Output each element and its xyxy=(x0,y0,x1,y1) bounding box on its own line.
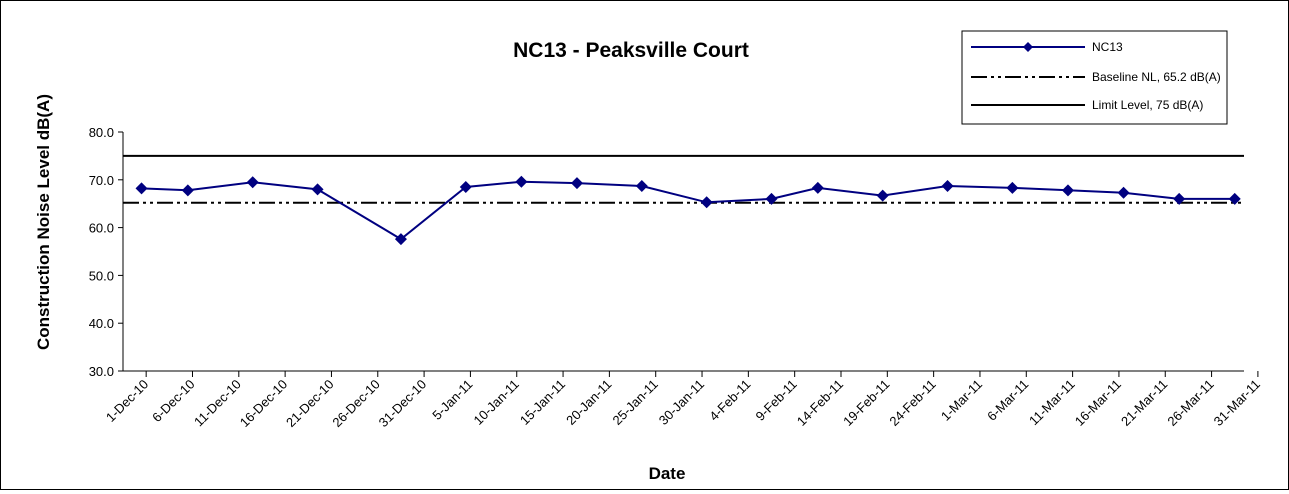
nc13-data-point xyxy=(765,192,778,205)
nc13-data-point xyxy=(515,175,528,188)
nc13-data-point xyxy=(1173,192,1186,205)
x-tick-label: 24-Feb-11 xyxy=(886,377,938,429)
nc13-data-point xyxy=(181,184,194,197)
x-tick-label: 20-Jan-11 xyxy=(563,377,614,428)
y-tick-label: 50.0 xyxy=(89,268,114,283)
x-axis-title: Date xyxy=(649,464,686,483)
nc13-data-point xyxy=(876,189,889,202)
x-tick-label: 11-Mar-11 xyxy=(1026,377,1078,429)
x-tick-label: 31-Dec-10 xyxy=(376,377,430,431)
x-ticks: 1-Dec-106-Dec-1011-Dec-1016-Dec-1021-Dec… xyxy=(103,371,1263,430)
y-tick-label: 30.0 xyxy=(89,364,114,379)
x-tick-label: 25-Jan-11 xyxy=(610,377,661,428)
legend-label-limit: Limit Level, 75 dB(A) xyxy=(1092,98,1203,112)
nc13-data-point xyxy=(394,233,407,246)
x-tick-label: 6-Dec-10 xyxy=(149,377,197,425)
chart-title: NC13 - Peaksville Court xyxy=(513,39,749,62)
nc13-data-point xyxy=(570,177,583,190)
nc13-data-point xyxy=(1006,181,1019,194)
x-tick-label: 10-Jan-11 xyxy=(471,377,522,428)
y-tick-label: 40.0 xyxy=(89,316,114,331)
nc13-data-point xyxy=(811,181,824,194)
x-tick-label: 14-Feb-11 xyxy=(794,377,846,429)
nc13-data-point xyxy=(135,182,148,195)
legend-label-nc13: NC13 xyxy=(1092,40,1123,54)
x-tick-label: 15-Jan-11 xyxy=(517,377,568,428)
legend-marker-nc13 xyxy=(1023,42,1033,52)
x-tick-label: 16-Mar-11 xyxy=(1072,377,1124,429)
x-tick-label: 21-Mar-11 xyxy=(1118,377,1170,429)
y-tick-label: 70.0 xyxy=(89,173,114,188)
nc13-data-point xyxy=(700,196,713,209)
x-tick-label: 26-Dec-10 xyxy=(329,377,383,431)
x-tick-label: 9-Feb-11 xyxy=(753,377,800,424)
legend-item-baseline: Baseline NL, 65.2 dB(A) xyxy=(971,70,1221,84)
x-tick-label: 1-Mar-11 xyxy=(938,377,985,424)
series-layer xyxy=(123,154,1244,246)
y-axis-title: Construction Noise Level dB(A) xyxy=(34,94,53,350)
nc13-data-point xyxy=(1228,192,1241,205)
legend-item-nc13: NC13 xyxy=(971,40,1123,54)
nc13-data-point xyxy=(635,180,648,193)
x-tick-label: 21-Dec-10 xyxy=(283,377,337,431)
x-tick-label: 31-Mar-11 xyxy=(1211,377,1263,429)
legend: NC13 Baseline NL, 65.2 dB(A) Limit Level… xyxy=(961,30,1228,125)
nc13-data-point xyxy=(311,183,324,196)
legend-label-baseline: Baseline NL, 65.2 dB(A) xyxy=(1092,70,1221,84)
nc13-data-point xyxy=(246,176,259,189)
y-tick-label: 60.0 xyxy=(89,221,114,236)
plot-area: 30.0 40.0 50.0 60.0 70.0 80.0 1-Dec-106-Dec-1… xyxy=(89,125,1263,430)
x-tick-label: 6-Mar-11 xyxy=(984,377,1031,424)
nc13-data-point xyxy=(941,180,954,193)
x-tick-label: 11-Dec-10 xyxy=(191,377,244,430)
x-tick-label: 30-Jan-11 xyxy=(656,377,707,428)
x-tick-label: 16-Dec-10 xyxy=(237,377,291,431)
y-ticks: 30.0 40.0 50.0 60.0 70.0 80.0 xyxy=(89,125,123,379)
x-tick-label: 26-Mar-11 xyxy=(1164,377,1216,429)
x-tick-label: 4-Feb-11 xyxy=(706,377,753,424)
nc13-data-point xyxy=(459,180,472,193)
x-tick-label: 1-Dec-10 xyxy=(103,377,151,425)
nc13-data-point xyxy=(1061,184,1074,197)
x-tick-label: 19-Feb-11 xyxy=(840,377,892,429)
nc13-data-point xyxy=(1117,186,1130,199)
y-tick-label: 80.0 xyxy=(89,125,114,140)
legend-item-limit: Limit Level, 75 dB(A) xyxy=(971,98,1203,112)
x-tick-label: 5-Jan-11 xyxy=(429,377,475,423)
